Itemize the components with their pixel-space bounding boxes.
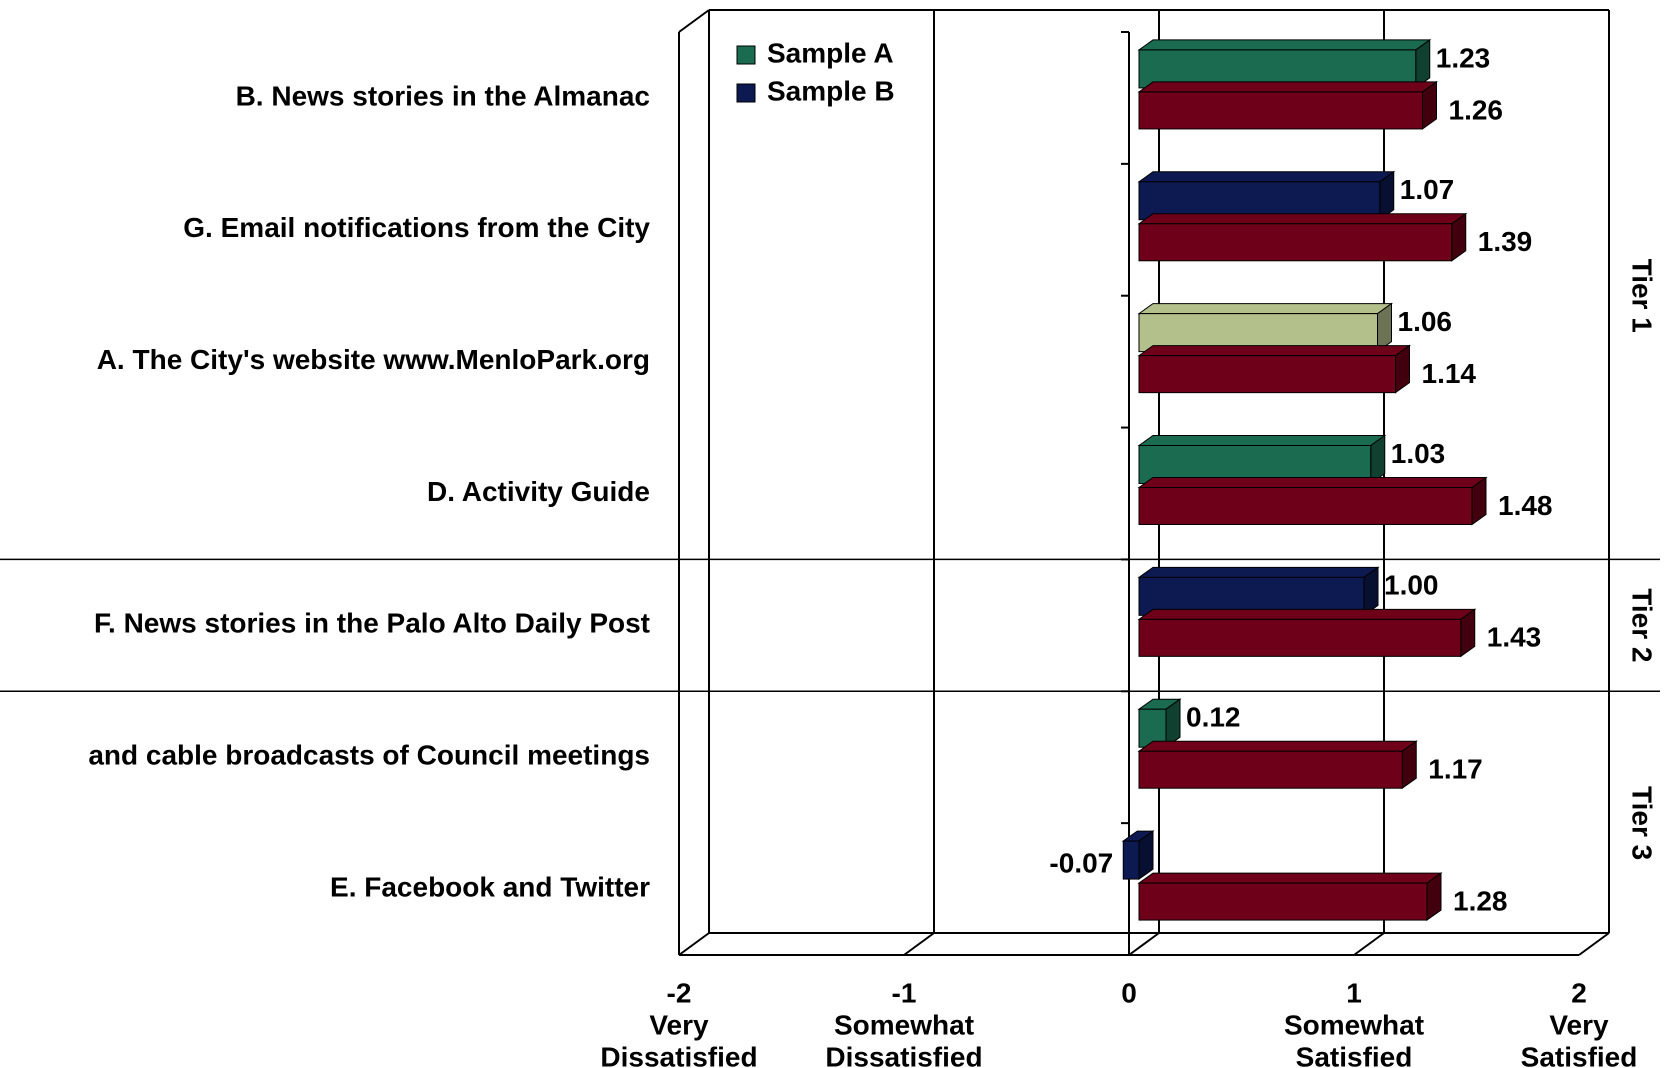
bar-front [1138, 487, 1473, 525]
x-tick-description: Very [1549, 1009, 1609, 1040]
bar-top [1137, 435, 1387, 446]
x-tick-label: 2 [1571, 977, 1587, 1008]
value-label: 1.39 [1478, 226, 1533, 257]
x-tick-description: Somewhat [1284, 1009, 1424, 1040]
bar-top [1137, 477, 1488, 488]
bar [1137, 170, 1396, 221]
value-label: 1.48 [1498, 490, 1553, 521]
value-label: -0.07 [1049, 847, 1113, 878]
legend-swatch [736, 45, 756, 65]
floor-tick [903, 932, 935, 956]
bar-top [1137, 171, 1396, 183]
value-label: 1.06 [1398, 306, 1453, 337]
value-label: 1.17 [1428, 754, 1483, 785]
wall-edge [678, 9, 710, 33]
bar [1137, 566, 1380, 617]
bar [1137, 476, 1488, 526]
category-label: and cable broadcasts of Council meetings [88, 740, 650, 771]
bar-top [1137, 872, 1443, 884]
bar-top [1137, 81, 1439, 93]
bar-front [1138, 91, 1423, 130]
floor-tick [1353, 932, 1385, 956]
bar-top [1137, 213, 1468, 225]
floor-tick [1578, 932, 1610, 956]
category-label: G. Email notifications from the City [183, 212, 650, 243]
value-label: 1.43 [1487, 622, 1542, 653]
legend-label: Sample B [767, 75, 895, 106]
value-label: 1.23 [1436, 42, 1491, 73]
x-tick-label: -1 [892, 977, 917, 1008]
value-label: 1.07 [1400, 174, 1455, 205]
value-label: 0.12 [1186, 702, 1241, 733]
value-label: 1.14 [1422, 358, 1477, 389]
tier-label: Tier 1 [1627, 259, 1658, 333]
floor-tick [678, 932, 710, 956]
bar [1137, 740, 1418, 790]
value-label: 1.28 [1453, 885, 1508, 916]
legend-swatch [736, 83, 756, 103]
bar-top [1137, 303, 1394, 315]
bar-front [1138, 750, 1403, 789]
bar-top [1137, 39, 1432, 51]
bar [1137, 872, 1443, 922]
bar [1137, 344, 1412, 394]
bar [1137, 608, 1477, 658]
x-tick-label: -2 [667, 977, 692, 1008]
x-tick-description: Very [649, 1009, 709, 1040]
category-label: E. Facebook and Twitter [330, 871, 650, 902]
bar-top [1137, 345, 1412, 357]
legend-label: Sample A [767, 37, 894, 68]
bar [1137, 212, 1468, 262]
bar [1137, 698, 1182, 749]
bar-top [1137, 608, 1477, 620]
bar [1137, 434, 1387, 485]
bar-front [1138, 882, 1428, 921]
value-label: 1.03 [1391, 438, 1446, 469]
bar [1137, 38, 1432, 89]
bar-top [1137, 566, 1380, 578]
x-tick-label: 0 [1121, 977, 1137, 1008]
bar-front [1138, 618, 1462, 657]
x-tick-description: Somewhat [834, 1009, 974, 1040]
x-tick-label: 1 [1346, 977, 1362, 1008]
bar [1121, 830, 1155, 881]
bar-top [1137, 740, 1418, 752]
x-tick-description: Satisfied [1521, 1041, 1638, 1068]
value-label: 1.00 [1384, 570, 1439, 601]
bar [1137, 80, 1439, 130]
category-label: B. News stories in the Almanac [236, 80, 650, 111]
bar-front [1138, 223, 1453, 262]
bar-front [1138, 355, 1396, 394]
value-label: 1.26 [1449, 94, 1504, 125]
category-label: F. News stories in the Palo Alto Daily P… [94, 608, 650, 639]
tier-label: Tier 2 [1627, 588, 1658, 662]
x-tick-description: Dissatisfied [600, 1041, 757, 1068]
x-tick-description: Dissatisfied [825, 1041, 982, 1068]
category-label: A. The City's website www.MenloPark.org [97, 344, 650, 375]
category-label: D. Activity Guide [427, 476, 650, 507]
tier-label: Tier 3 [1627, 786, 1658, 860]
bar [1137, 302, 1394, 353]
x-tick-description: Satisfied [1296, 1041, 1413, 1068]
floor-tick [1128, 932, 1160, 956]
bar-front [1122, 840, 1140, 880]
